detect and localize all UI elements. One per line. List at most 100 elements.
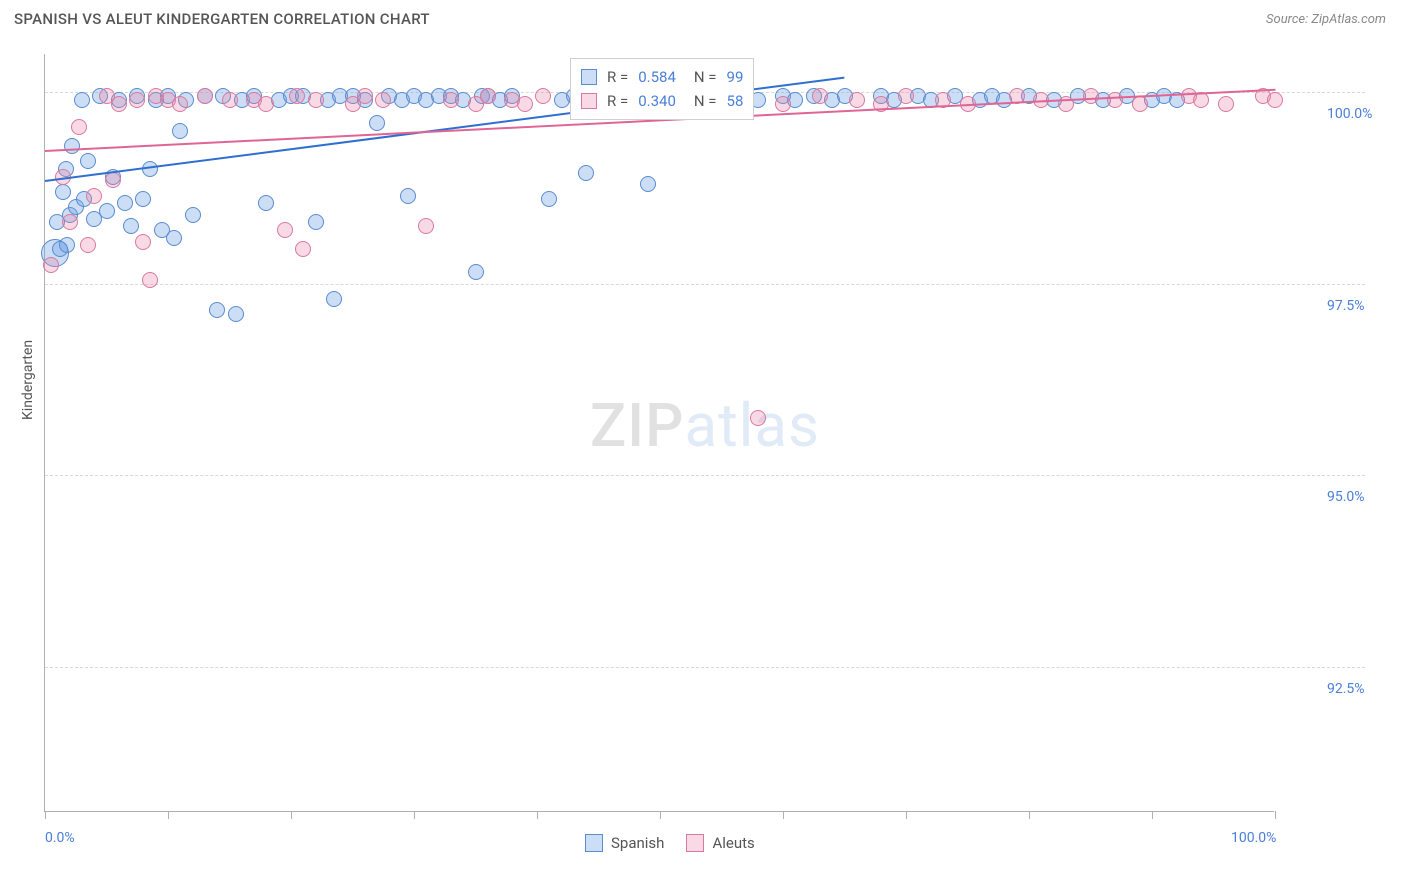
data-point xyxy=(443,92,459,108)
legend-swatch xyxy=(585,834,603,852)
x-tick xyxy=(906,811,907,819)
data-point xyxy=(172,123,188,139)
data-point xyxy=(80,237,96,253)
chart-legend: Spanish Aleuts xyxy=(585,834,755,852)
data-point xyxy=(357,88,373,104)
data-point xyxy=(111,96,127,112)
data-point xyxy=(166,230,182,246)
data-point xyxy=(750,410,766,426)
data-point xyxy=(1267,92,1283,108)
x-tick xyxy=(414,811,415,819)
data-point xyxy=(71,119,87,135)
data-point xyxy=(517,96,533,112)
data-point xyxy=(375,92,391,108)
x-tick-label: 0.0% xyxy=(45,830,75,846)
n-label: N = xyxy=(694,89,717,113)
data-point xyxy=(640,176,656,192)
watermark-zip: ZIP xyxy=(590,390,684,461)
legend-swatch xyxy=(686,834,704,852)
n-value: 58 xyxy=(727,89,744,113)
gridline xyxy=(45,475,1365,476)
data-point xyxy=(480,88,496,104)
data-point xyxy=(123,218,139,234)
n-label: N = xyxy=(694,65,717,89)
x-tick xyxy=(1275,811,1276,819)
series-swatch xyxy=(581,93,597,109)
data-point xyxy=(898,88,914,104)
r-value: 0.340 xyxy=(638,89,676,113)
x-tick xyxy=(1029,811,1030,819)
data-point xyxy=(849,92,865,108)
data-point xyxy=(55,184,71,200)
series-swatch xyxy=(581,69,597,85)
y-tick-label: 95.0% xyxy=(1327,489,1365,505)
legend-item: Aleuts xyxy=(686,834,754,852)
stats-row: R = 0.340 N = 58 xyxy=(581,89,743,113)
data-point xyxy=(209,302,225,318)
data-point xyxy=(1083,88,1099,104)
data-point xyxy=(43,257,59,273)
gridline xyxy=(45,284,1365,285)
data-point xyxy=(86,188,102,204)
data-point xyxy=(62,214,78,230)
data-point xyxy=(74,92,90,108)
data-point xyxy=(105,172,121,188)
data-point xyxy=(197,88,213,104)
x-tick xyxy=(1152,811,1153,819)
y-axis-label: Kindergarten xyxy=(20,340,36,420)
data-point xyxy=(99,203,115,219)
n-value: 99 xyxy=(727,65,744,89)
x-tick-label: 100.0% xyxy=(1231,830,1276,846)
data-point xyxy=(228,306,244,322)
data-point xyxy=(80,153,96,169)
data-point xyxy=(1218,96,1234,112)
x-tick xyxy=(783,811,784,819)
watermark: ZIPatlas xyxy=(590,390,820,461)
x-tick xyxy=(537,811,538,819)
data-point xyxy=(1132,96,1148,112)
data-point xyxy=(277,222,293,238)
data-point xyxy=(185,207,201,223)
gridline xyxy=(45,667,1365,668)
chart-source: Source: ZipAtlas.com xyxy=(1266,12,1386,27)
data-point xyxy=(541,191,557,207)
chart-header: SPANISH VS ALEUT KINDERGARTEN CORRELATIO… xyxy=(0,0,1406,34)
data-point xyxy=(369,115,385,131)
data-point xyxy=(142,272,158,288)
data-point xyxy=(468,264,484,280)
data-point xyxy=(400,188,416,204)
x-tick xyxy=(660,811,661,819)
legend-label: Spanish xyxy=(611,834,664,852)
data-point xyxy=(222,92,238,108)
r-label: R = xyxy=(607,89,628,113)
data-point xyxy=(308,214,324,230)
y-tick-label: 92.5% xyxy=(1327,681,1365,697)
data-point xyxy=(135,234,151,250)
data-point xyxy=(1107,92,1123,108)
r-label: R = xyxy=(607,65,628,89)
x-tick xyxy=(291,811,292,819)
watermark-atlas: atlas xyxy=(684,390,819,461)
data-point xyxy=(535,88,551,104)
data-point xyxy=(135,191,151,207)
chart-title: SPANISH VS ALEUT KINDERGARTEN CORRELATIO… xyxy=(14,10,430,28)
stats-row: R = 0.584 N = 99 xyxy=(581,65,743,89)
data-point xyxy=(578,165,594,181)
x-tick xyxy=(45,811,46,819)
data-point xyxy=(258,195,274,211)
r-value: 0.584 xyxy=(638,65,676,89)
data-point xyxy=(308,92,324,108)
data-point xyxy=(812,88,828,104)
data-point xyxy=(775,96,791,112)
data-point xyxy=(418,218,434,234)
data-point xyxy=(59,237,75,253)
data-point xyxy=(326,291,342,307)
data-point xyxy=(295,241,311,257)
correlation-stats-box: R = 0.584 N = 99 R = 0.340 N = 58 xyxy=(570,58,754,120)
chart-plot-area: ZIPatlas 92.5%95.0%97.5%100.0%0.0%100.0%… xyxy=(44,54,1274,812)
data-point xyxy=(64,138,80,154)
y-tick-label: 100.0% xyxy=(1327,106,1372,122)
x-tick xyxy=(168,811,169,819)
data-point xyxy=(172,96,188,112)
y-tick-label: 97.5% xyxy=(1327,298,1365,314)
